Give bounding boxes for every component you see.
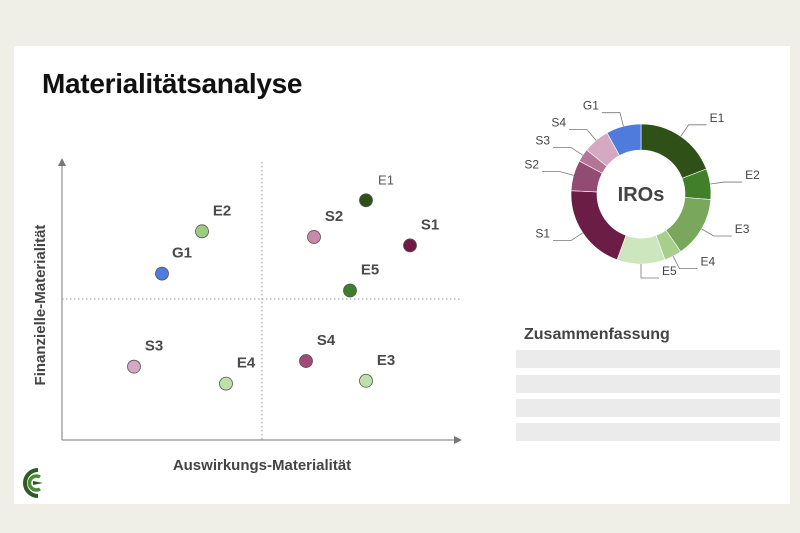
y-axis-arrow-icon [58,158,66,166]
scatter-point-e2 [195,224,209,239]
point-label-e2: E2 [213,202,231,219]
donut-label-e2: E2 [745,168,760,182]
scatter-point-g1 [155,266,169,281]
slide: Materialitätsanalyse Auswirkungs-Materia… [14,46,790,504]
donut-label-e5: E5 [662,264,677,278]
donut-label-s4: S4 [551,116,566,130]
summary-placeholder-bar [516,350,780,368]
scatter-point-e5 [343,283,357,298]
point-label-g1: G1 [172,245,192,262]
donut-leader-line [601,112,624,127]
donut-leader-line [701,228,732,237]
point-label-s4: S4 [317,332,336,349]
x-axis-arrow-icon [454,436,462,444]
scatter-point-s1 [403,238,417,253]
point-label-e3: E3 [377,352,395,369]
point-label-e5: E5 [361,262,379,279]
company-logo-icon [23,468,43,498]
donut-leader-line [672,256,698,270]
donut-center-label: IROs [618,184,665,206]
summary-title: Zusammenfassung [524,326,670,343]
point-label-e4: E4 [237,355,256,372]
x-axis-label: Auswirkungs-Materialität [173,457,351,474]
donut-leader-line [680,124,707,137]
summary-placeholder-bar [516,423,780,441]
point-label-e1: E1 [378,172,394,187]
slide-title: Materialitätsanalyse [42,68,303,99]
donut-label-s1: S1 [535,227,550,241]
donut-label-e3: E3 [735,222,750,236]
scatter-point-s2 [307,230,321,244]
point-label-s1: S1 [421,216,439,233]
scatter-point-e4 [219,376,233,391]
materiality-scatter-chart: Auswirkungs-Materialität Finanzielle-Mate… [32,158,462,474]
point-label-s2: S2 [325,208,343,225]
scatter-point-s3 [127,359,141,374]
summary-placeholder-bar [516,399,780,417]
donut-leader-line [710,181,743,185]
summary-placeholder-bar [516,375,780,393]
donut-label-s2: S2 [524,158,539,172]
donut-leader-line [553,232,583,241]
donut-leader-line [640,264,659,279]
donut-label-g1: G1 [583,99,599,113]
donut-slice-e1 [640,123,707,179]
donut-label-e1: E1 [710,111,725,125]
donut-label-s3: S3 [535,133,550,147]
scatter-point-s4 [299,354,313,368]
point-label-s3: S3 [145,338,163,355]
donut-slice-g1 [606,123,642,156]
donut-label-e4: E4 [700,255,715,269]
donut-leader-line [553,147,583,156]
scatter-point-e3 [359,373,373,388]
donut-leader-line [542,171,574,176]
scatter-point-e1 [359,193,373,208]
y-axis-label: Finanzielle-Materialität [32,225,49,386]
donut-leader-line [569,129,597,141]
